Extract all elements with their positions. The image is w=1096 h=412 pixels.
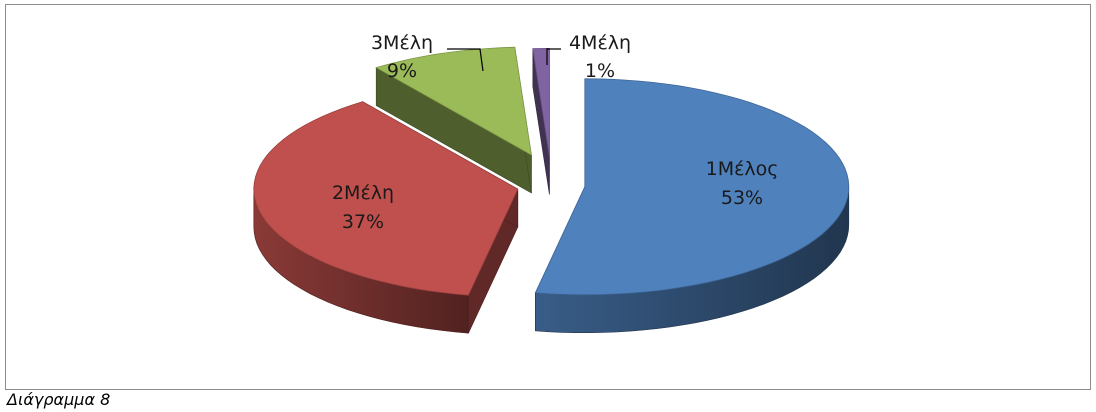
pie-slice-2-top (375, 46, 532, 156)
slice-label-category-2: 3Μέλη (371, 32, 433, 54)
leader-line-3 (447, 48, 484, 72)
slice-label-category-0: 1Μέλος (706, 158, 779, 180)
figure-caption: Διάγραμμα 8 (7, 390, 111, 409)
pie-slice-1-top (253, 101, 519, 296)
slice-label-percent-3: 1% (585, 60, 615, 82)
slice-label-percent-0: 53% (721, 187, 763, 209)
pie-slice-0 (534, 78, 850, 334)
pie-slice-1 (253, 101, 519, 334)
slice-label-category-1: 2Μέλη (332, 182, 394, 204)
leader-line-4 (546, 48, 561, 65)
pie-slice-3 (532, 48, 550, 195)
slices-layer (253, 46, 850, 334)
slice-label-category-3: 4Μέλη (569, 32, 631, 54)
pie-chart: 1Μέλος 53% 2Μέλη 37% 3Μέλη 9% 4Μέλη 1% (253, 32, 850, 334)
pie-slice-0-top (534, 78, 850, 296)
chart-frame: 1Μέλος 53% 2Μέλη 37% 3Μέλη 9% 4Μέλη 1% (5, 4, 1091, 390)
slice-label-percent-2: 9% (387, 60, 417, 82)
slice-label-percent-1: 37% (342, 211, 384, 233)
pie-slice-2 (375, 46, 532, 194)
